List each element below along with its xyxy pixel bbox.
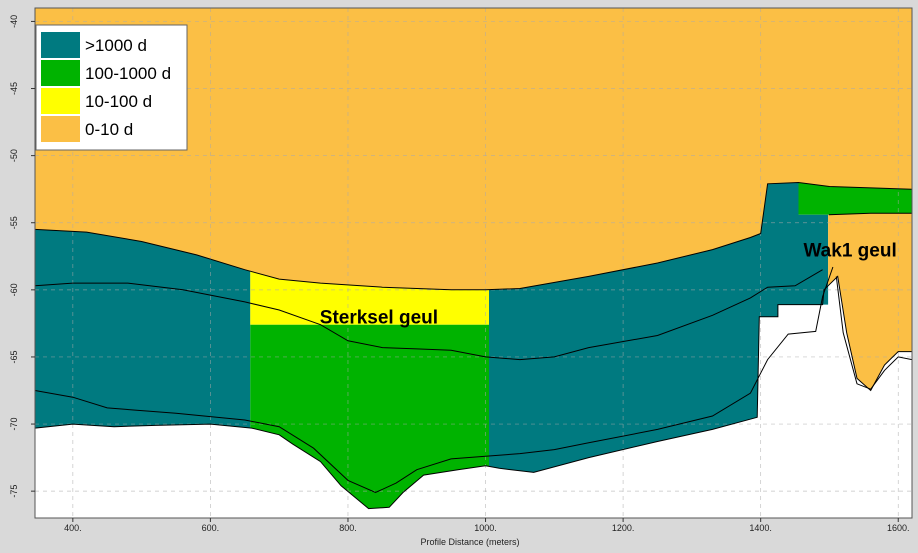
y-tick-label-4: -60 (9, 283, 19, 296)
annotation-1: Wak1 geul (803, 240, 896, 261)
x-axis-label: Profile Distance (meters) (420, 537, 519, 547)
boundary-line-middle-layer-line (34, 269, 823, 361)
y-tick-label-3: -55 (9, 216, 19, 229)
y-tick-label-7: -75 (9, 485, 19, 498)
legend-swatch-1 (41, 60, 80, 86)
boundary-line-bottom-layer-line (34, 266, 834, 494)
boundary-line-aquifer-base (34, 275, 912, 510)
legend-swatch-2 (41, 88, 80, 114)
boundary-line-wak1-bottom-line (835, 276, 913, 390)
zone-100-1000-d-2 (250, 324, 489, 509)
zone-1000-d-5 (798, 214, 829, 305)
zone-0-10-d-upper (35, 8, 912, 290)
x-tick-label-3: 1000. (474, 523, 497, 533)
y-tick-label-1: -45 (9, 82, 19, 95)
zone-100-1000-d-4 (798, 182, 912, 215)
y-tick-label-2: -50 (9, 149, 19, 162)
y-tick-label-5: -65 (9, 350, 19, 363)
annotation-0: Sterksel geul (320, 307, 438, 328)
x-tick-label-6: 1600. (887, 523, 910, 533)
zone-1000-d-3 (489, 182, 799, 473)
y-tick-label-0: -40 (9, 15, 19, 28)
x-tick-label-5: 1400. (749, 523, 772, 533)
zone-1000-d-0 (35, 229, 251, 429)
legend-swatch-0 (41, 32, 80, 58)
legend-label-1: 100-1000 d (85, 64, 171, 83)
x-tick-label-4: 1200. (612, 523, 635, 533)
plot-border (34, 7, 913, 519)
legend-swatch-3 (41, 116, 80, 142)
zone-0-10-d-6 (828, 213, 912, 391)
legend-label-3: 0-10 d (85, 120, 133, 139)
y-tick-label-6: -70 (9, 418, 19, 431)
zone-10-100-d-1 (250, 271, 489, 325)
legend-label-2: 10-100 d (85, 92, 152, 111)
x-tick-label-0: 400. (64, 523, 82, 533)
x-tick-label-1: 600. (202, 523, 220, 533)
x-tick-label-2: 800. (339, 523, 357, 533)
legend-label-0: >1000 d (85, 36, 147, 55)
boundary-line-wak1-top (828, 212, 912, 216)
boundary-line-top-aquifer-boundary (34, 181, 913, 291)
